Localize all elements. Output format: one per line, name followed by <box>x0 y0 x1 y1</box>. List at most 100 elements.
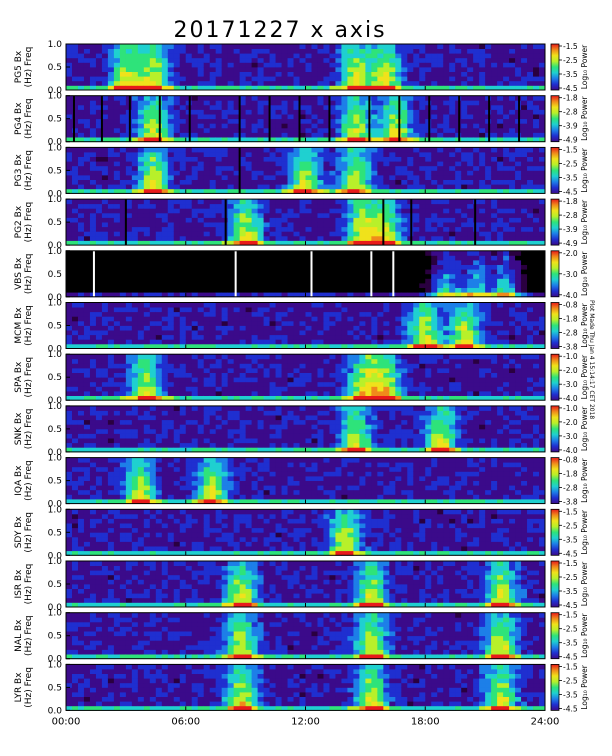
spectrogram-cell <box>323 203 330 209</box>
spectrogram-cell <box>227 264 235 270</box>
spectrogram-cell <box>197 203 205 209</box>
spectrogram-cell <box>299 316 306 322</box>
spectrogram-cell <box>401 76 408 82</box>
spectrogram-cell <box>251 44 258 49</box>
spectrogram-cell <box>437 147 444 153</box>
spectrogram-cell <box>233 302 241 308</box>
spectrogram-cell <box>515 184 522 190</box>
spectrogram-cell <box>461 311 468 317</box>
spectrogram-cell <box>437 235 444 241</box>
spectrogram-cell <box>299 137 306 143</box>
spectrogram-cell <box>533 147 540 153</box>
spectrogram-cell <box>533 222 540 228</box>
spectrogram-cell <box>203 127 211 133</box>
spectrogram-cell <box>509 95 516 101</box>
spectrogram-cell <box>509 156 516 162</box>
spectrogram-cell <box>503 307 510 313</box>
spectrogram-cell <box>149 123 157 129</box>
spectrogram-cell <box>503 123 510 129</box>
spectrogram-cell <box>341 67 348 72</box>
spectrogram-cell <box>437 95 444 101</box>
spectrogram-cell <box>473 80 480 86</box>
spectrogram-cell <box>479 339 486 345</box>
spectrogram-cell <box>437 48 444 54</box>
spectrogram-cell <box>293 76 300 82</box>
spectrogram-cell <box>251 208 258 214</box>
spectrogram-cell <box>521 48 528 54</box>
spectrogram-cell <box>101 334 109 340</box>
spectrogram-cell <box>251 95 258 101</box>
spectrogram-cell <box>509 170 516 176</box>
spectrogram-cell <box>209 212 217 218</box>
spectrogram-cell <box>179 188 187 194</box>
spectrogram-cell <box>77 292 85 298</box>
spectrogram-cell <box>131 179 139 185</box>
spectrogram-cell <box>347 203 354 209</box>
spectrogram-cell <box>425 316 432 322</box>
spectrogram-cell <box>371 212 378 218</box>
spectrogram-cell <box>245 147 253 153</box>
spectrogram-cell <box>173 44 181 49</box>
spectrogram-cell <box>359 334 366 340</box>
spectrogram-cell <box>95 127 103 133</box>
spectrogram-cell <box>191 85 199 91</box>
spectrogram-cell <box>329 100 336 106</box>
spectrogram-cell <box>479 48 486 54</box>
spectrogram-cell <box>89 199 97 205</box>
spectrogram-cell <box>377 311 384 317</box>
spectrogram-cell <box>329 226 336 232</box>
spectrogram-cell <box>185 48 193 54</box>
spectrogram-cell <box>317 226 324 232</box>
spectrogram-cell <box>293 48 300 54</box>
spectrogram-cell <box>89 325 97 331</box>
spectrogram-cell <box>83 203 91 209</box>
spectrogram-cell <box>311 184 318 190</box>
spectrogram-cell <box>353 302 360 308</box>
spectrogram-cell <box>503 165 510 171</box>
spectrogram-cell <box>113 343 121 349</box>
spectrogram-cell <box>101 330 109 336</box>
spectrogram-cell <box>515 264 522 270</box>
spectrogram-cell <box>491 264 498 270</box>
spectrogram-cell <box>245 339 253 345</box>
spectrogram-cell <box>77 85 85 91</box>
spectrogram-cell <box>485 53 492 59</box>
spectrogram-cell <box>347 307 354 313</box>
spectrogram-cell <box>173 203 181 209</box>
spectrogram-cell <box>491 269 498 275</box>
spectrogram-cell <box>83 240 91 246</box>
spectrogram-cell <box>305 203 312 209</box>
spectrogram-cell <box>269 95 276 101</box>
spectrogram-cell <box>317 170 324 176</box>
spectrogram-cell <box>479 80 486 86</box>
spectrogram-cell <box>179 320 187 326</box>
spectrogram-cell <box>419 152 426 157</box>
spectrogram-cell <box>443 311 450 317</box>
spectrogram-cell <box>485 235 492 241</box>
spectrogram-cell <box>359 71 366 77</box>
spectrogram-cell <box>455 212 462 218</box>
spectrogram-cell <box>527 287 534 293</box>
spectrogram-cell <box>179 80 187 86</box>
spectrogram-cell <box>131 222 139 228</box>
spectrogram-cell <box>365 240 372 246</box>
spectrogram-cell <box>473 325 480 331</box>
spectrogram-cell <box>491 161 498 167</box>
spectrogram-cell <box>443 80 450 86</box>
spectrogram-cell <box>125 240 133 246</box>
spectrogram-cell <box>311 71 318 77</box>
spectrogram-cell <box>221 273 229 279</box>
spectrogram-cell <box>473 85 480 91</box>
spectrogram-cell <box>66 302 73 308</box>
spectrogram-cell <box>173 255 181 261</box>
spectrogram-cell <box>431 222 438 228</box>
spectrogram-cell <box>209 147 217 153</box>
spectrogram-cell <box>77 325 85 331</box>
spectrogram-cell <box>431 147 438 153</box>
spectrogram-cell <box>491 152 498 157</box>
spectrogram-cell <box>71 100 79 106</box>
spectrogram-cell <box>533 334 540 340</box>
spectrogram-cell <box>497 339 504 345</box>
spectrogram-cell <box>401 307 408 313</box>
spectrogram-cell <box>71 208 79 214</box>
